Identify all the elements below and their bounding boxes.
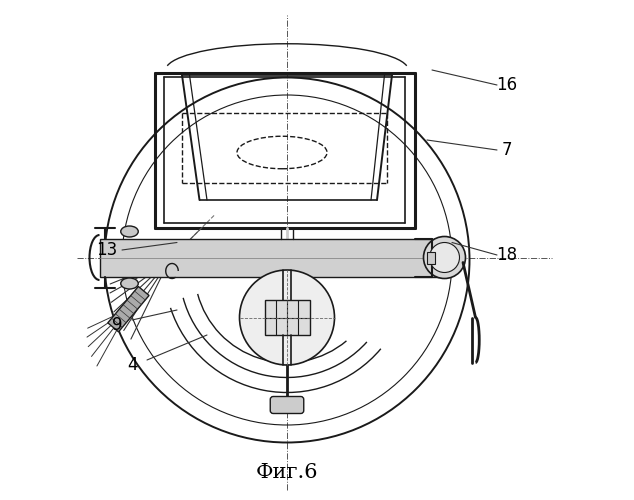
Text: 4: 4 [127,356,137,374]
Bar [427,252,434,264]
Polygon shape [108,286,149,332]
Text: 18: 18 [496,246,517,264]
Text: 9: 9 [112,316,122,334]
Text: 16: 16 [496,76,517,94]
FancyBboxPatch shape [270,396,304,413]
Circle shape [240,270,335,365]
Text: 7: 7 [501,141,512,159]
Text: 13: 13 [96,241,118,259]
Circle shape [429,242,460,272]
Bar [100,238,444,277]
Ellipse shape [120,278,138,289]
Bar [264,300,309,335]
Ellipse shape [120,226,138,237]
Text: Фиг.6: Фиг.6 [256,463,318,482]
Circle shape [424,236,465,279]
